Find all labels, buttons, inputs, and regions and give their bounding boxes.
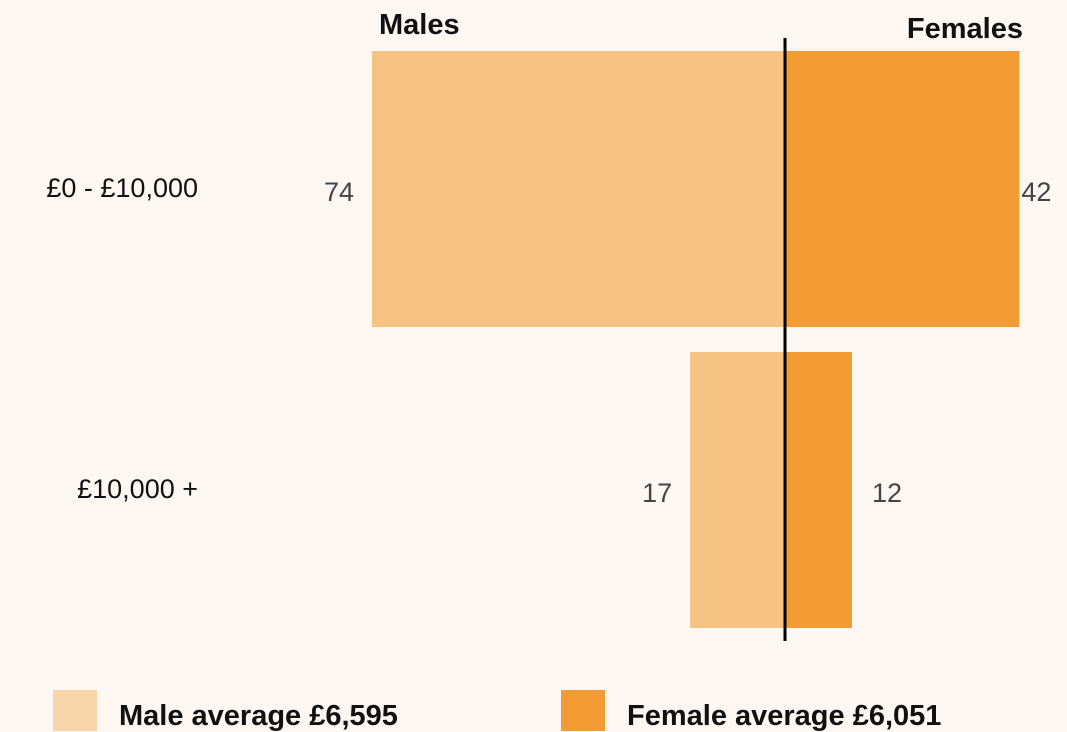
- value-label-female-1: 12: [872, 478, 902, 508]
- bars-group: [372, 51, 1020, 628]
- bar-male-1: [690, 352, 785, 628]
- legend-swatch-female: [561, 690, 605, 731]
- bar-female-0: [785, 51, 1020, 327]
- value-label-female-0: 42: [1021, 177, 1051, 207]
- legend-swatch-male: [53, 690, 97, 731]
- legend-item-male: Male average £6,595: [53, 690, 398, 731]
- value-label-male-0: 74: [324, 177, 354, 207]
- legend-label-female: Female average £6,051: [627, 700, 942, 732]
- females-header: Females: [907, 13, 1023, 45]
- bar-female-1: [785, 352, 852, 628]
- category-label-1: £10,000 +: [77, 474, 198, 504]
- legend-label-male: Male average £6,595: [119, 700, 398, 732]
- legend-item-female: Female average £6,051: [561, 690, 941, 731]
- males-header: Males: [379, 9, 460, 41]
- bar-male-0: [372, 51, 785, 327]
- category-label-0: £0 - £10,000: [46, 173, 198, 203]
- value-labels: 74 42 17 12: [324, 177, 1051, 508]
- category-labels: £0 - £10,000 £10,000 +: [46, 173, 198, 504]
- value-label-male-1: 17: [642, 478, 672, 508]
